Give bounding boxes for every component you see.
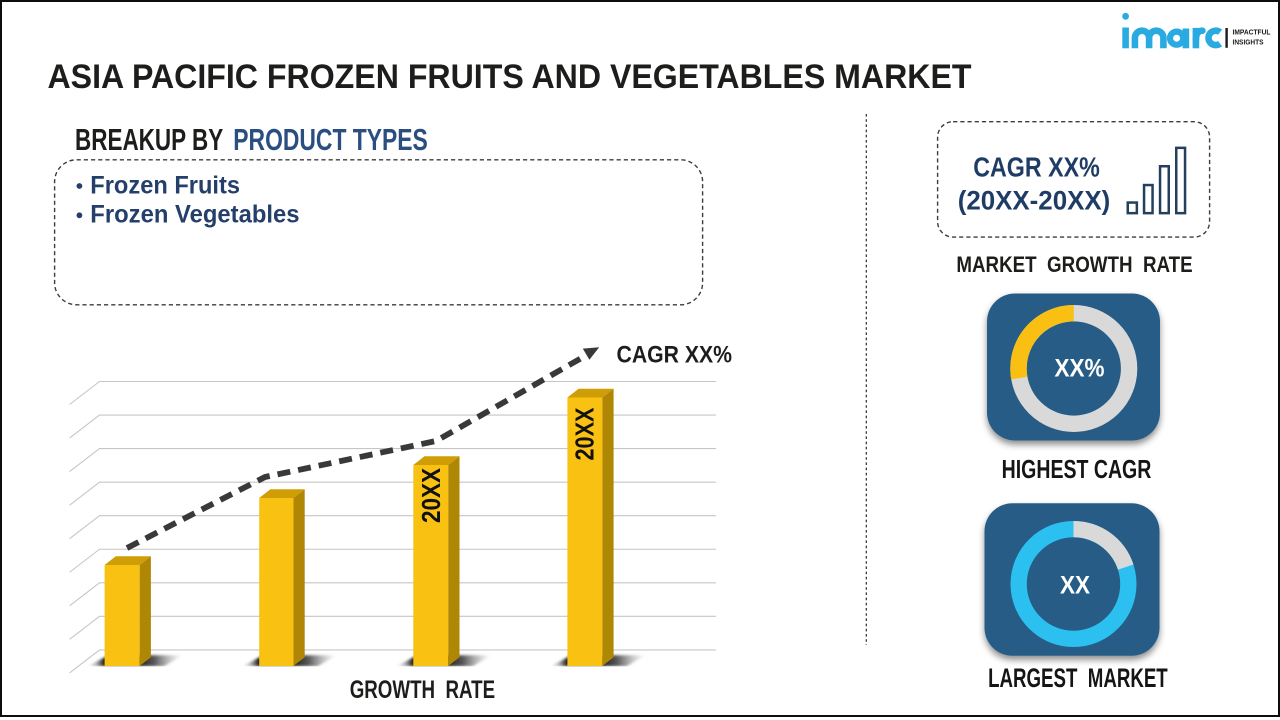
- svg-text:INSIGHTS: INSIGHTS: [1233, 38, 1264, 47]
- svg-text:BREAKUP BY: BREAKUP BY: [75, 122, 223, 157]
- svg-text:(20XX-20XX): (20XX-20XX): [958, 186, 1111, 216]
- svg-text:20XX: 20XX: [416, 467, 446, 523]
- svg-text:PRODUCT TYPES: PRODUCT TYPES: [233, 122, 427, 157]
- svg-text:20XX: 20XX: [570, 407, 600, 461]
- svg-text:LARGEST MARKET: LARGEST MARKET: [988, 663, 1168, 693]
- svg-text:ASIA PACIFIC FROZEN FRUITS AND: ASIA PACIFIC FROZEN FRUITS AND VEGETABLE…: [48, 58, 972, 96]
- svg-text:Frozen Vegetables: Frozen Vegetables: [90, 202, 299, 229]
- svg-text:Frozen Fruits: Frozen Fruits: [90, 172, 240, 199]
- svg-text:IMPACTFUL: IMPACTFUL: [1233, 28, 1272, 37]
- svg-text:HIGHEST CAGR: HIGHEST CAGR: [1002, 454, 1152, 484]
- svg-text:GROWTH RATE: GROWTH RATE: [350, 676, 495, 704]
- svg-text:XX%: XX%: [1055, 355, 1105, 383]
- svg-text:XX: XX: [1060, 571, 1090, 599]
- svg-text:CAGR XX%: CAGR XX%: [973, 152, 1100, 183]
- svg-text:MARKET GROWTH RATE: MARKET GROWTH RATE: [956, 252, 1192, 277]
- svg-text:CAGR XX%: CAGR XX%: [617, 341, 733, 368]
